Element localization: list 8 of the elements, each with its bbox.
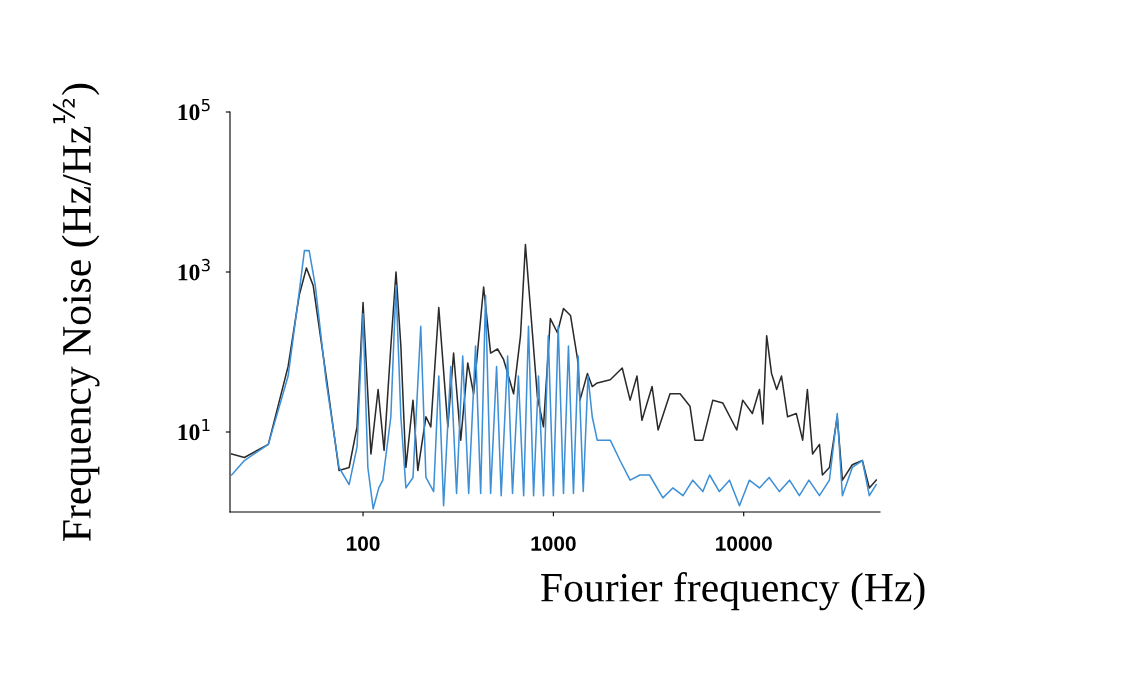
x-tick-label: 1000 [531, 536, 576, 551]
x-tick-label: 10000 [716, 536, 772, 551]
y-tick-label: 10$^{5}$ [178, 98, 210, 121]
x-axis-title: Fourier frequency (Hz) [541, 572, 925, 611]
y-tick-label: 10$^{1}$ [178, 418, 210, 441]
y-tick-label: 10$^{3}$ [178, 258, 210, 281]
x-tick-label: 100 [346, 536, 380, 551]
y-axis-title: Frequency Noise (Hz/Hz$^{½}$) [52, 83, 100, 542]
